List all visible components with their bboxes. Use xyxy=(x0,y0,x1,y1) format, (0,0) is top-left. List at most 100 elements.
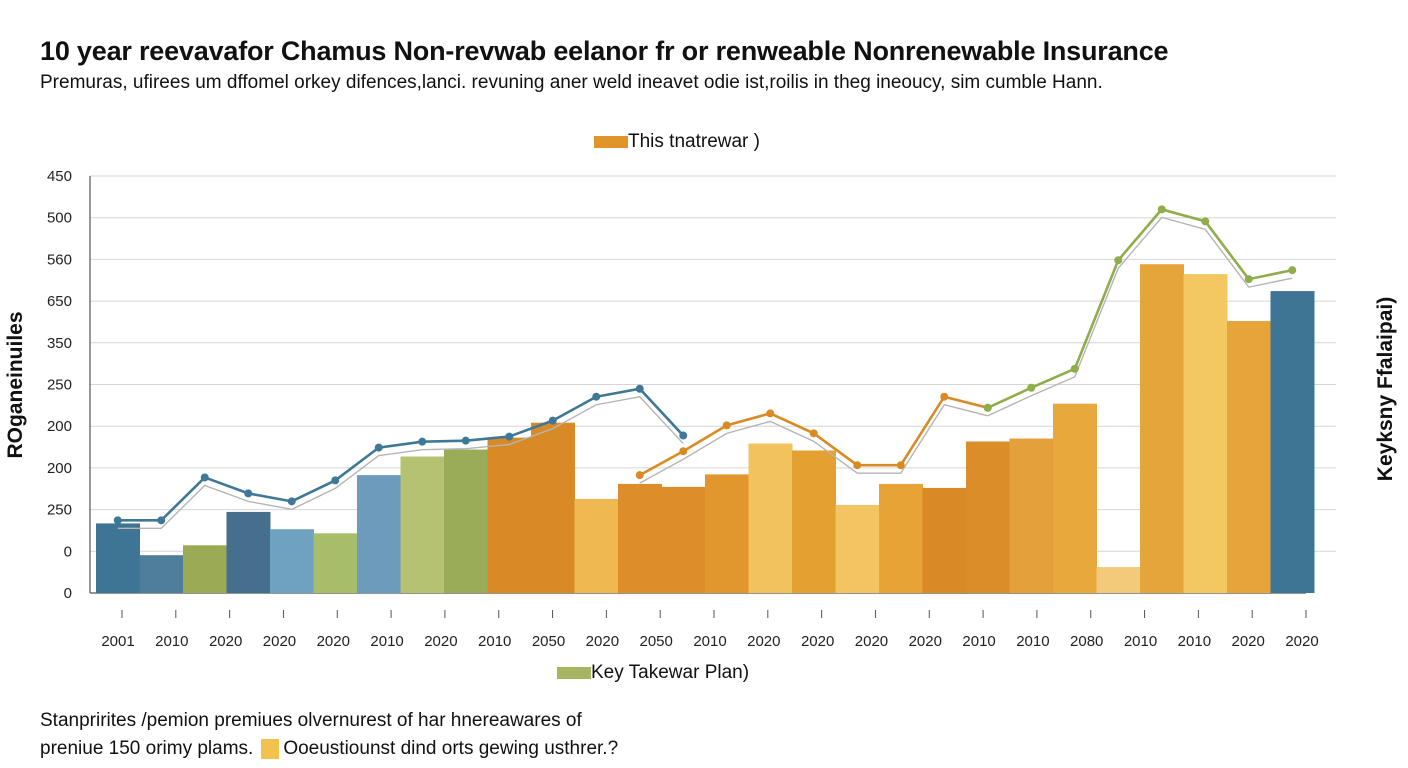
x-tick-label: 2020 xyxy=(909,633,942,650)
series-point xyxy=(896,461,905,470)
series-point xyxy=(461,436,470,445)
bar xyxy=(618,483,662,593)
x-tick-label: 2020 xyxy=(1285,633,1318,650)
x-tick-label: 2080 xyxy=(1070,633,1103,650)
series-point xyxy=(200,473,209,482)
chart-title: 10 year reevavafor Chamus Non-revwab eel… xyxy=(40,36,1169,66)
bar xyxy=(183,545,227,593)
series-point xyxy=(505,432,514,441)
bar xyxy=(748,443,793,593)
bar xyxy=(574,498,619,593)
x-tick-label: 2010 xyxy=(155,633,188,650)
series-point xyxy=(418,437,427,446)
y-tick-label: 0 xyxy=(64,585,72,602)
series-point xyxy=(113,516,122,525)
series-point xyxy=(1201,217,1210,226)
y-tick-label: 650 xyxy=(47,293,72,310)
series-line xyxy=(987,208,1293,409)
series-point xyxy=(1288,266,1297,275)
bar xyxy=(1183,274,1228,593)
x-tick-label: 2001 xyxy=(101,633,134,650)
x-tick-label: 2020 xyxy=(263,633,296,650)
bar xyxy=(1096,567,1141,593)
series-point xyxy=(1070,364,1079,373)
bar xyxy=(1140,264,1184,593)
x-tick-label: 2010 xyxy=(1124,633,1157,650)
bar xyxy=(1227,321,1271,593)
legend-label-green: Key Takewar Plan) xyxy=(591,662,750,683)
y-tick-label: 250 xyxy=(47,377,72,394)
series-point xyxy=(635,471,644,480)
series-point xyxy=(1027,383,1036,392)
x-tick-label: 2010 xyxy=(1016,633,1049,650)
series-point xyxy=(287,497,296,506)
y-tick-label: 250 xyxy=(47,502,72,519)
trend-shadow-line xyxy=(639,403,988,484)
bar xyxy=(531,422,575,593)
x-tick-label: 2010 xyxy=(962,633,995,650)
bar xyxy=(879,483,923,593)
bar xyxy=(1053,403,1097,593)
trend-shadow-line xyxy=(987,216,1293,417)
footnote-line-2: preniue 150 orimy plams. Ooeustiounst di… xyxy=(40,738,618,760)
bar xyxy=(139,555,184,593)
y-tick-label: 350 xyxy=(47,335,72,352)
bar xyxy=(705,474,749,593)
x-tick-label: 2010 xyxy=(478,633,511,650)
x-tick-label: 2020 xyxy=(209,633,242,650)
series-point xyxy=(766,409,775,418)
x-tick-label: 2020 xyxy=(586,633,619,650)
bar xyxy=(270,529,314,593)
series-point xyxy=(331,476,340,485)
series-point xyxy=(1114,256,1123,265)
y-tick-label: 560 xyxy=(47,251,72,268)
y-tick-label: 200 xyxy=(47,418,72,435)
series-point xyxy=(1157,205,1166,214)
y-tick-label: 500 xyxy=(47,210,72,227)
series-point xyxy=(548,416,557,425)
y-axis-label-left: ROganeinuiles xyxy=(4,311,27,459)
series-point xyxy=(809,429,818,438)
trend-shadow-line xyxy=(117,396,684,530)
footnote-text-1: Stanprirites /pemion premiues olvernures… xyxy=(40,710,582,731)
bar xyxy=(96,523,140,593)
bar xyxy=(313,533,358,593)
series-point xyxy=(679,447,688,456)
series-line xyxy=(117,387,685,522)
bar xyxy=(966,441,1010,593)
x-tick-label: 2020 xyxy=(801,633,834,650)
bar xyxy=(357,475,401,593)
footnote-text-2b: Ooeustiounst dind orts gewing usthrer.? xyxy=(283,738,619,759)
series-point xyxy=(940,392,949,401)
bar xyxy=(444,449,488,593)
bar xyxy=(487,437,532,593)
x-tick-label: 2010 xyxy=(370,633,403,650)
series-point xyxy=(592,392,601,401)
footnote-line-1: Stanprirites /pemion premiues olvernures… xyxy=(40,710,582,732)
x-tick-label: 2050 xyxy=(639,633,672,650)
series-point xyxy=(244,489,253,498)
y-tick-label: 200 xyxy=(47,460,72,477)
series-point xyxy=(374,443,383,452)
x-tick-label: 2010 xyxy=(693,633,726,650)
bar xyxy=(1270,291,1315,593)
bar xyxy=(661,486,706,593)
series-point xyxy=(983,403,992,412)
x-tick-label: 2010 xyxy=(1178,633,1211,650)
chart-subtitle: Premuras, ufirees um dffomel orkey difen… xyxy=(40,72,1103,93)
y-tick-label: 450 xyxy=(47,168,72,185)
footnote-swatch xyxy=(261,739,280,759)
bar xyxy=(226,511,271,593)
bar xyxy=(1009,438,1054,593)
legend-bottom: Key Takewar Plan) xyxy=(557,662,749,684)
x-tick-label: 2020 xyxy=(1231,633,1264,650)
legend-label-orange: This tnatrewar ) xyxy=(628,131,760,152)
series-point xyxy=(1244,275,1253,284)
series-point xyxy=(679,431,688,440)
x-tick-label: 2020 xyxy=(424,633,457,650)
series-point xyxy=(157,516,166,525)
legend-top: This tnatrewar ) xyxy=(594,131,760,153)
y-axis-label-right: Keyksny Ffalaipai) xyxy=(1374,296,1397,482)
series-point xyxy=(635,384,644,393)
